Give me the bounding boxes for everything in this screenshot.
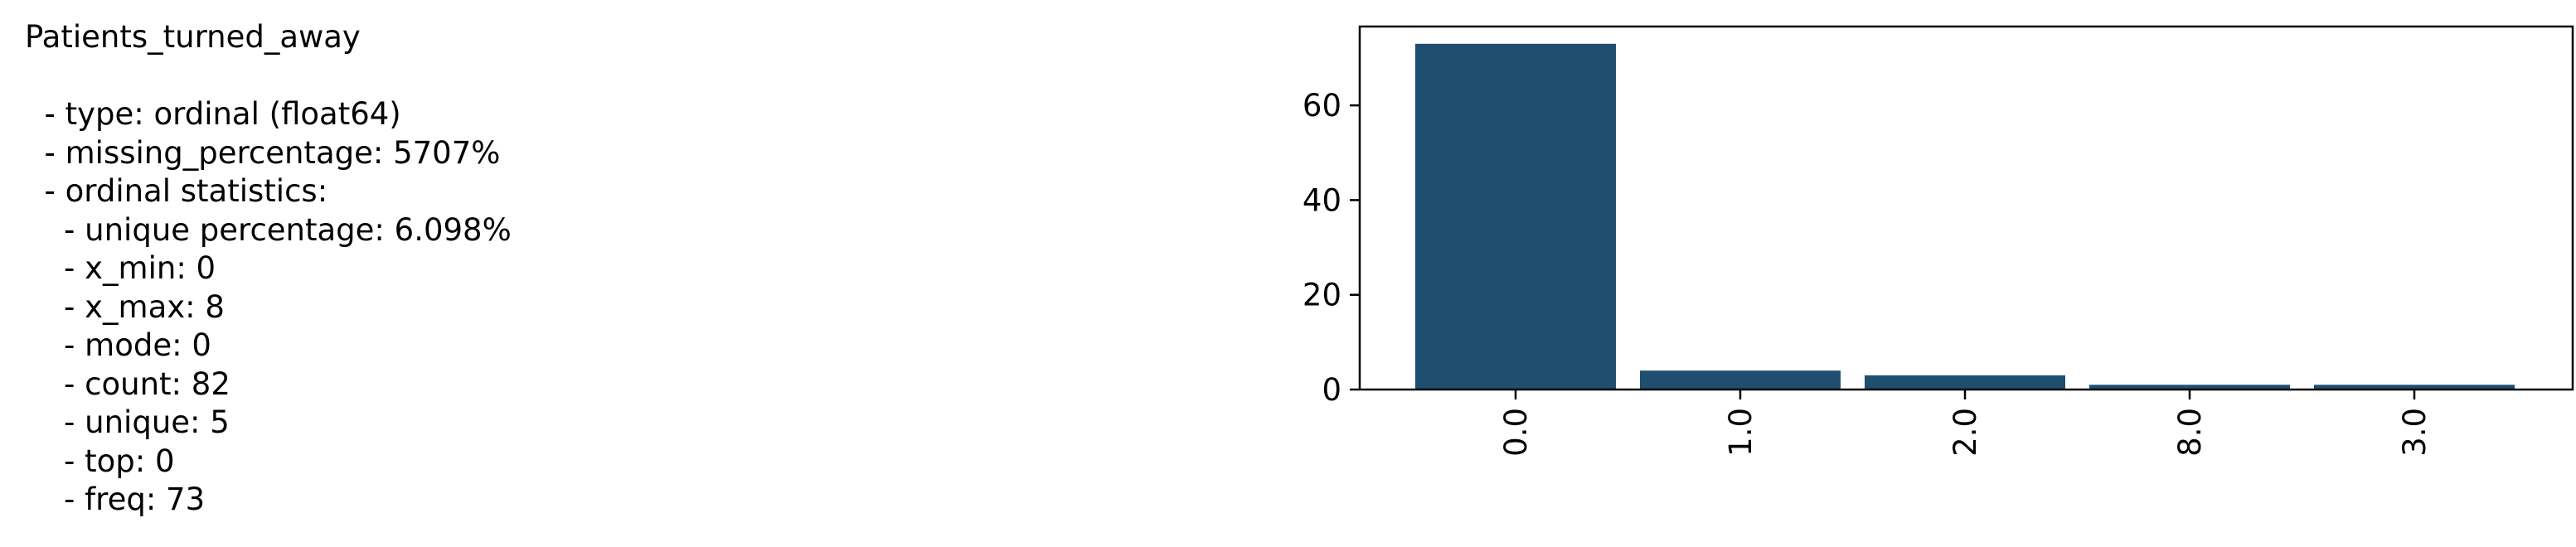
bar-8-0 [2089, 385, 2290, 390]
y-tick-label: 60 [1303, 88, 1341, 123]
column-name: Patients_turned_away [25, 19, 361, 55]
stat-ordinal-statistics-header: - ordinal statistics: [25, 173, 328, 209]
stat-unique-percentage: - unique percentage: 6.098% [25, 211, 512, 248]
bars-layer [1415, 43, 2515, 390]
stat-x-max: - x_max: 8 [25, 288, 225, 325]
x-tick-label: 1.0 [1723, 408, 1759, 457]
bar-1-0 [1640, 370, 1841, 390]
x-tick-label: 2.0 [1948, 408, 1983, 457]
stat-mode: - mode: 0 [25, 327, 211, 363]
stat-freq: - freq: 73 [25, 482, 206, 517]
bar-0-0 [1415, 43, 1616, 390]
stat-count: - count: 82 [25, 365, 230, 402]
column-statistics-panel: Patients_turned_away - type: ordinal (fl… [25, 18, 1186, 520]
x-tick-label: 3.0 [2397, 408, 2433, 457]
stat-missing-percentage: - missing_percentage: 5707% [25, 134, 501, 171]
y-tick-label: 20 [1303, 278, 1341, 313]
statistics-list: - type: ordinal (float64) - missing_perc… [25, 95, 1186, 520]
bar-3-0 [2314, 385, 2515, 390]
stat-x-min: - x_min: 0 [25, 250, 216, 286]
y-axis-ticks: 0 20 40 60 [1303, 88, 1360, 408]
y-tick-label: 40 [1303, 182, 1341, 218]
x-tick-label: 0.0 [1498, 408, 1534, 457]
bar-2-0 [1865, 375, 2065, 390]
y-tick-label: 0 [1322, 372, 1341, 408]
x-tick-label: 8.0 [2172, 408, 2208, 457]
stat-top: - top: 0 [25, 443, 175, 479]
stat-unique: - unique: 5 [25, 404, 230, 440]
plot-frame [1358, 25, 2574, 391]
x-axis-ticks: 0.0 1.0 2.0 8.0 3.0 [1498, 390, 2433, 457]
stat-type: - type: ordinal (float64) [25, 96, 401, 132]
